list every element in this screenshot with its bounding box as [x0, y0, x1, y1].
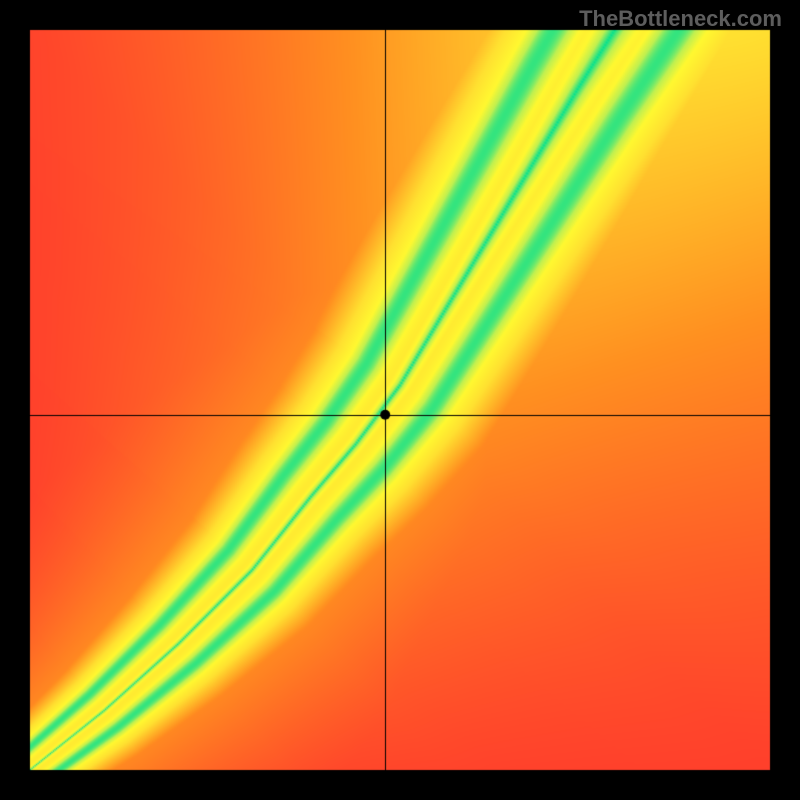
watermark-text: TheBottleneck.com	[579, 6, 782, 32]
chart-container: TheBottleneck.com	[0, 0, 800, 800]
bottleneck-heatmap-canvas	[0, 0, 800, 800]
